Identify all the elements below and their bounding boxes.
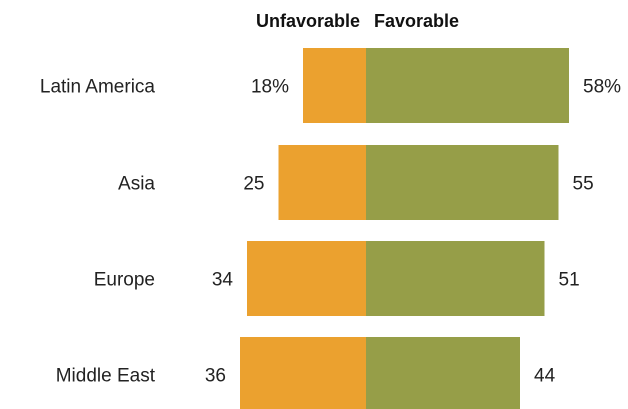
value-label-unfavorable-europe: 34 xyxy=(212,270,234,291)
bar-favorable-europe xyxy=(366,241,545,316)
category-label-middle-east: Middle East xyxy=(56,366,156,387)
category-label-europe: Europe xyxy=(94,270,155,291)
legend-favorable: Favorable xyxy=(374,11,459,31)
value-label-unfavorable-asia: 25 xyxy=(243,174,264,195)
bar-favorable-middle-east xyxy=(366,337,520,409)
value-label-unfavorable-latin-america: 18% xyxy=(251,77,289,98)
value-label-favorable-middle-east: 44 xyxy=(534,366,556,387)
value-label-unfavorable-middle-east: 36 xyxy=(205,366,226,387)
bar-favorable-latin-america xyxy=(366,48,569,123)
category-label-latin-america: Latin America xyxy=(40,77,156,98)
value-label-favorable-europe: 51 xyxy=(559,270,580,291)
bar-unfavorable-europe xyxy=(247,241,366,316)
chart-rows: Latin America 18% 58% Asia 25 55 Europe 34 51 Mid… xyxy=(40,48,621,409)
category-label-asia: Asia xyxy=(118,174,155,195)
value-label-favorable-asia: 55 xyxy=(573,174,594,195)
bar-unfavorable-asia xyxy=(278,145,366,220)
bar-favorable-asia xyxy=(366,145,559,220)
legend-unfavorable: Unfavorable xyxy=(256,11,360,31)
bar-unfavorable-middle-east xyxy=(240,337,366,409)
bar-unfavorable-latin-america xyxy=(303,48,366,123)
value-label-favorable-latin-america: 58% xyxy=(583,77,621,98)
